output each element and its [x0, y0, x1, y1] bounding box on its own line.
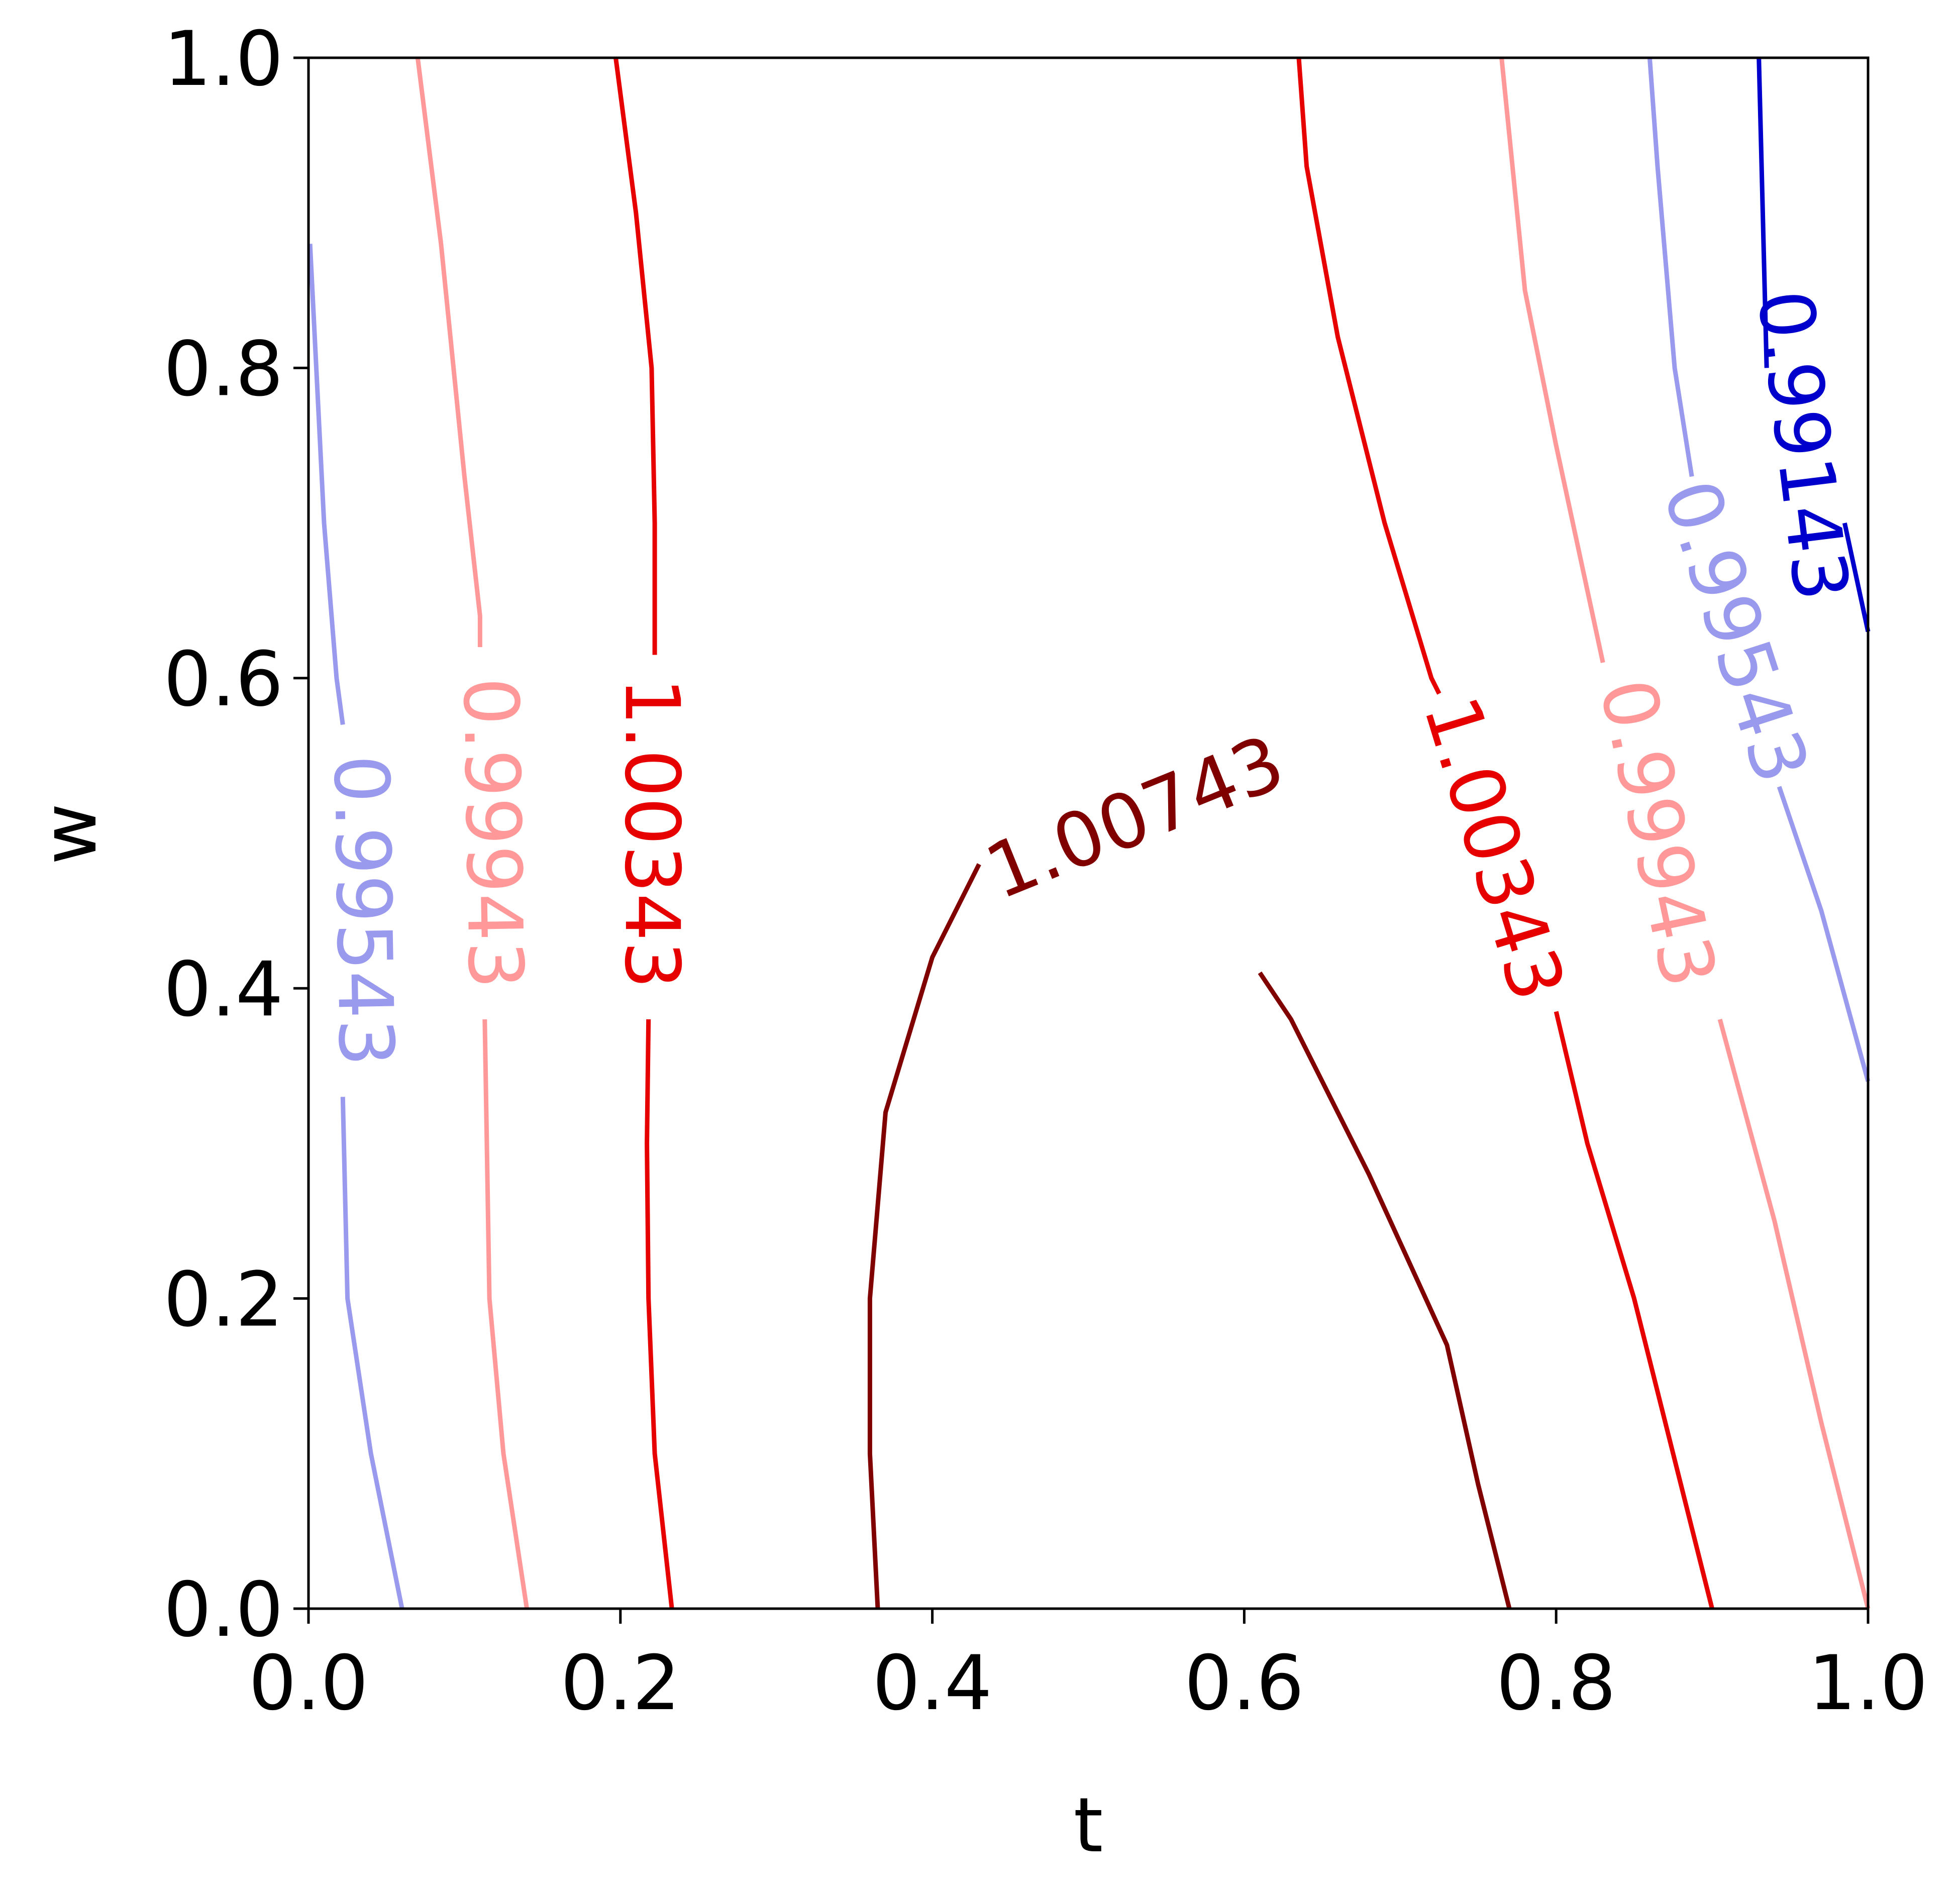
contour-label-0-99943-0: 0.99943 [446, 677, 539, 990]
y-axis-label: w [26, 803, 114, 865]
x-tick-label: 0.6 [1184, 1640, 1304, 1727]
contour-line-0-99543-seg-0 [307, 244, 345, 725]
y-tick-label: 0.6 [163, 636, 283, 723]
contour-line-1-00743-seg-1 [1258, 971, 1512, 1610]
y-tick-label: 0.4 [163, 946, 283, 1033]
y-tick-label: 0.2 [163, 1256, 283, 1344]
y-axis: 0.0 0.2 0.4 0.6 0.8 1.0 [163, 16, 308, 1654]
contour-line-1-00343-seg-3 [1554, 1011, 1714, 1610]
x-axis: 0.0 0.2 0.4 0.6 0.8 1.0 [249, 1609, 1928, 1727]
contour-label-0-99543-0: 0.99543 [317, 754, 409, 1067]
x-axis-label: t [1074, 1782, 1103, 1869]
contour-line-1-00343-seg-0 [613, 57, 657, 655]
contour-line-0-99143-seg-1 [1842, 522, 1871, 633]
contour-line-0-99543-seg-3 [1777, 786, 1871, 1082]
contour-line-0-99543-seg-2 [1647, 57, 1694, 477]
contour-line-0-99943-seg-1 [482, 1019, 530, 1609]
y-tick-label: 0.8 [163, 326, 283, 413]
x-tick-label: 0.2 [561, 1640, 681, 1727]
y-tick-label: 1.0 [163, 16, 283, 103]
contour-line-1-00743-seg-0 [867, 863, 981, 1609]
contour-line-1-00343-seg-1 [645, 1019, 674, 1609]
contour-label-1-00343-0: 1.00343 [608, 677, 695, 989]
contour-line-0-99943-seg-3 [1717, 1018, 1871, 1610]
x-tick-label: 0.8 [1496, 1640, 1616, 1727]
contour-line-0-99943-seg-0 [415, 57, 482, 648]
plot-frame [307, 56, 1870, 1610]
contour-line-0-99543-seg-1 [340, 1097, 404, 1609]
contour-line-0-99943-seg-2 [1499, 57, 1605, 663]
contour-line-0-99143-seg-0 [1757, 57, 1769, 368]
x-tick-label: 0.0 [249, 1640, 369, 1727]
x-tick-label: 0.4 [872, 1640, 992, 1727]
contour-lines [307, 57, 1871, 1610]
x-tick-label: 1.0 [1808, 1640, 1928, 1727]
y-tick-label: 0.0 [163, 1566, 283, 1654]
contour-line-1-00343-seg-2 [1296, 57, 1441, 695]
